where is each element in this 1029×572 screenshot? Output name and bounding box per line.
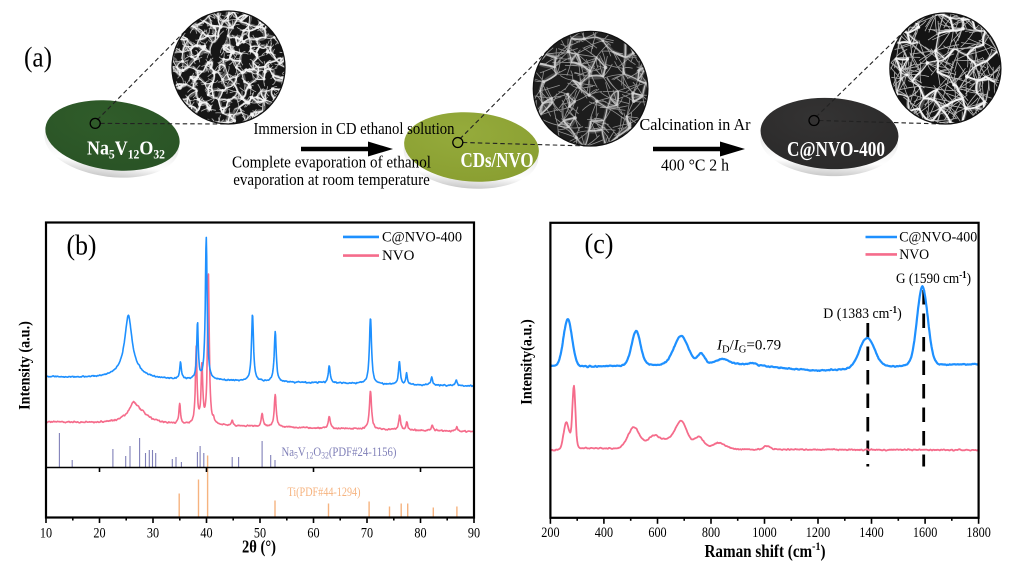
svg-text:Complete evaporation of ethano: Complete evaporation of ethanol <box>232 152 431 171</box>
svg-text:60: 60 <box>307 526 319 542</box>
svg-text:CDs/NVO: CDs/NVO <box>461 148 534 172</box>
svg-text:Raman shift (cm-1): Raman shift (cm-1) <box>705 541 826 561</box>
svg-text:1000: 1000 <box>752 525 776 541</box>
svg-text:90: 90 <box>468 526 480 542</box>
svg-text:1200: 1200 <box>806 525 830 541</box>
svg-text:600: 600 <box>648 525 666 541</box>
svg-text:2θ (°): 2θ (°) <box>242 537 276 557</box>
svg-text:C@NVO-400: C@NVO-400 <box>899 230 977 246</box>
svg-text:30: 30 <box>147 526 159 542</box>
svg-text:20: 20 <box>93 526 105 542</box>
svg-text:(a): (a) <box>24 43 52 74</box>
svg-text:50: 50 <box>254 526 266 542</box>
svg-text:NVO: NVO <box>899 247 929 263</box>
svg-text:400 °C 2 h: 400 °C 2 h <box>661 155 729 174</box>
svg-text:1400: 1400 <box>859 525 883 541</box>
svg-text:evaporation at room temperatur: evaporation at room temperature <box>233 170 430 189</box>
svg-text:400: 400 <box>595 525 613 541</box>
svg-text:C@NVO-400: C@NVO-400 <box>787 137 885 161</box>
svg-text:(b): (b) <box>67 231 97 262</box>
svg-text:ID/IG=0.79: ID/IG=0.79 <box>716 338 781 356</box>
svg-text:NVO: NVO <box>382 248 415 264</box>
svg-text:Immersion in CD ethanol soluti: Immersion in CD ethanol solution <box>254 119 455 138</box>
svg-text:C@NVO-400: C@NVO-400 <box>382 230 462 246</box>
svg-text:10: 10 <box>40 526 52 542</box>
svg-text:G (1590 cm-1): G (1590 cm-1) <box>896 270 971 287</box>
svg-text:(c): (c) <box>585 229 614 260</box>
svg-text:40: 40 <box>200 526 212 542</box>
svg-text:800: 800 <box>702 525 720 541</box>
svg-text:70: 70 <box>361 526 373 542</box>
svg-text:200: 200 <box>541 525 559 541</box>
svg-text:80: 80 <box>414 526 426 542</box>
svg-text:Intensity(a.u.): Intensity(a.u.) <box>519 319 536 404</box>
svg-text:D (1383 cm-1): D (1383 cm-1) <box>823 305 901 322</box>
svg-text:Na5V12O32(PDF#24-1156): Na5V12O32(PDF#24-1156) <box>282 445 397 461</box>
svg-text:1800: 1800 <box>966 525 990 541</box>
svg-text:Calcination in Ar: Calcination in Ar <box>640 115 751 134</box>
svg-text:Ti(PDF#44-1294): Ti(PDF#44-1294) <box>288 485 361 499</box>
svg-text:Na5V12O32: Na5V12O32 <box>87 138 165 162</box>
svg-text:1600: 1600 <box>913 525 937 541</box>
svg-text:Intensity (a.u.): Intensity (a.u.) <box>17 321 34 410</box>
